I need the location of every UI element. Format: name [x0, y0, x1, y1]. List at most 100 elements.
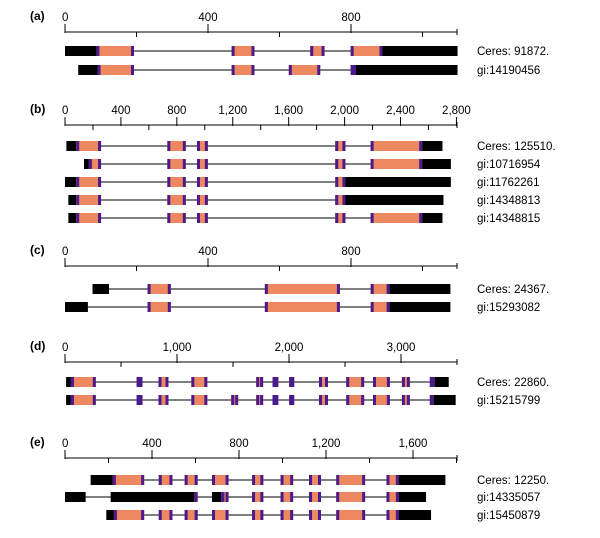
- cds-exon: [231, 65, 255, 75]
- transcript-name: gi:10716954: [477, 159, 541, 171]
- exon-boundary-mark: [362, 492, 366, 502]
- transcript-track: gi:11762261: [65, 177, 539, 189]
- cds-exon: [196, 141, 208, 151]
- exon-boundary-mark: [212, 475, 216, 485]
- cds-exon: [167, 159, 186, 169]
- exon-boundary-mark: [98, 177, 102, 187]
- utr-block: [433, 395, 456, 405]
- exon-boundary-mark: [204, 213, 208, 223]
- cds-exon: [335, 177, 346, 187]
- panel-label: (d): [30, 339, 45, 353]
- exon-boundary-mark: [112, 475, 116, 485]
- exon-boundary-mark: [317, 65, 321, 75]
- panel-3: (d) 0 1,000 2,000 3,000 Ceres: 22860. gi:15215…: [30, 339, 549, 407]
- exon-boundary-mark: [386, 302, 390, 312]
- exon-boundary-mark: [76, 141, 80, 151]
- exon-boundary-mark: [92, 377, 96, 387]
- exon-boundary-mark: [361, 377, 365, 387]
- exon-boundary-mark: [76, 195, 80, 205]
- utr-block: [66, 141, 77, 151]
- exon-boundary-mark: [430, 395, 434, 405]
- exon-boundary-mark: [136, 377, 140, 387]
- cds-exon: [401, 377, 410, 387]
- exon-boundary-mark: [194, 510, 198, 520]
- cds-exon: [336, 492, 366, 502]
- exon-boundary-mark: [386, 510, 390, 520]
- exon-boundary-mark: [386, 492, 390, 502]
- cds-exon: [221, 492, 229, 502]
- utr-block: [422, 141, 443, 151]
- cds-exon: [167, 213, 186, 223]
- transcript-name: gi:15293082: [477, 302, 540, 314]
- exon-boundary-mark: [280, 492, 284, 502]
- utr-block: [398, 475, 446, 485]
- cds-exon: [158, 395, 169, 405]
- exon-boundary-mark: [321, 46, 325, 56]
- tick-label: 2,400: [386, 105, 415, 117]
- tick-label: 0: [62, 342, 68, 354]
- exon-boundary-mark: [386, 475, 390, 485]
- exon-boundary-mark: [335, 141, 339, 151]
- utr-block: [389, 302, 451, 312]
- exon-boundary-mark: [252, 492, 256, 502]
- exon-boundary-mark: [336, 492, 340, 502]
- exon-boundary-mark: [169, 475, 173, 485]
- utr-block: [398, 510, 432, 520]
- exon-boundary-mark: [429, 377, 433, 387]
- cds-exon: [373, 395, 390, 405]
- tick-label: 1,000: [163, 342, 192, 354]
- exon-boundary-mark: [335, 159, 339, 169]
- cds-exon: [350, 46, 383, 56]
- utr-block: [398, 492, 427, 502]
- exon-boundary-mark: [401, 395, 405, 405]
- transcript-track: gi:15450879: [106, 510, 540, 522]
- exon-boundary-mark: [96, 46, 100, 56]
- exon-boundary-mark: [251, 65, 255, 75]
- cds-exon: [335, 159, 346, 169]
- cds-exon: [401, 395, 410, 405]
- exon-boundary-mark: [158, 475, 162, 485]
- exon-boundary-mark: [204, 395, 208, 405]
- transcript-name: gi:11762261: [477, 177, 539, 189]
- transcript-name: gi:14348813: [477, 195, 540, 207]
- exon-boundary-mark: [231, 46, 235, 56]
- cds-exon: [196, 177, 208, 187]
- cds-exon: [252, 475, 264, 485]
- cds-exon: [196, 195, 208, 205]
- tick-label: 800: [229, 438, 248, 450]
- exon-boundary-mark: [194, 475, 198, 485]
- exon-boundary-mark: [130, 46, 134, 56]
- cds-exon: [196, 213, 208, 223]
- exon-boundary-mark: [97, 65, 101, 75]
- cds-exon: [147, 284, 171, 294]
- transcript-track: gi:15215799: [66, 395, 540, 407]
- exon-boundary-mark: [194, 492, 198, 502]
- exon-boundary-mark: [361, 395, 365, 405]
- cds-exon: [158, 510, 173, 520]
- exon-boundary-mark: [167, 141, 171, 151]
- exon-boundary-mark: [98, 159, 102, 169]
- exon-boundary-mark: [272, 377, 276, 387]
- exon-boundary-mark: [290, 475, 294, 485]
- exon-boundary-mark: [196, 177, 200, 187]
- exon-boundary-mark: [98, 141, 102, 151]
- exon-boundary-mark: [395, 475, 399, 485]
- tick-label: 800: [341, 246, 360, 258]
- transcript-track: Ceres: 22860.: [66, 377, 549, 389]
- exon-boundary-mark: [196, 141, 200, 151]
- tick-label: 1,200: [218, 105, 247, 117]
- cds-exon: [76, 213, 102, 223]
- transcript-name: gi:15215799: [477, 395, 540, 407]
- exon-boundary-mark: [350, 46, 354, 56]
- transcript-name: Ceres: 22860.: [477, 377, 549, 389]
- panel-label: (e): [30, 435, 45, 449]
- tick-label: 400: [198, 246, 217, 258]
- exon-boundary-mark: [113, 510, 117, 520]
- cds-exon: [336, 510, 366, 520]
- utr-block: [422, 159, 451, 169]
- cds-exon: [309, 510, 321, 520]
- exon-boundary-mark: [336, 510, 340, 520]
- exon-boundary-mark: [264, 302, 268, 312]
- exon-boundary-mark: [431, 377, 435, 387]
- exon-boundary-mark: [419, 159, 423, 169]
